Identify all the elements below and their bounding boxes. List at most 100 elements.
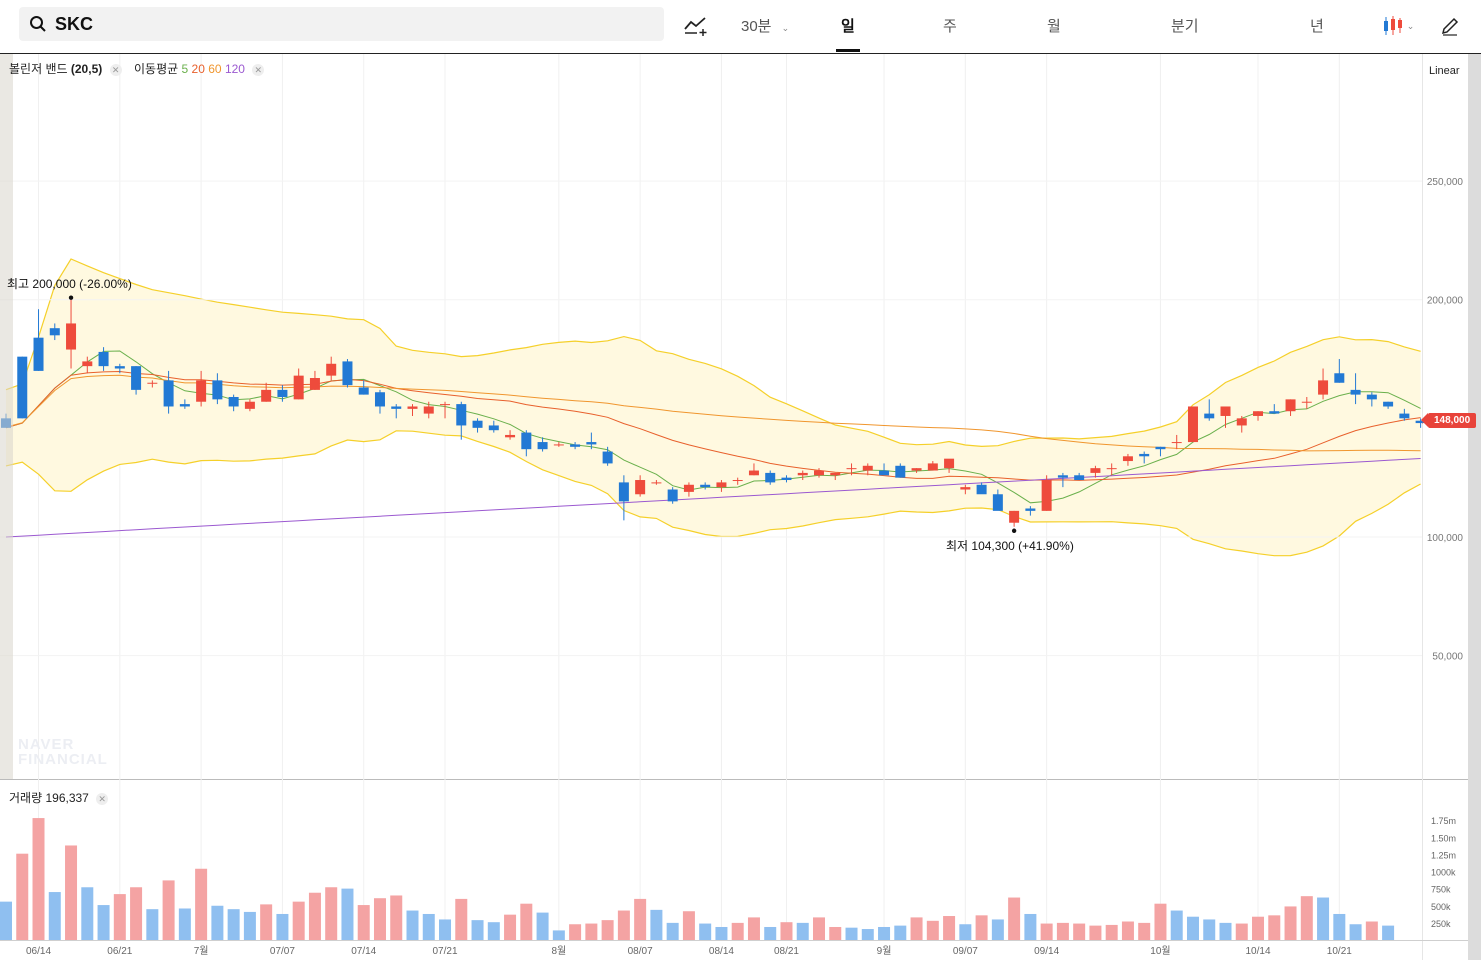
ma120-line xyxy=(5,458,1421,538)
volume-bar xyxy=(520,903,533,940)
x-tick-label: 7월 xyxy=(194,945,209,957)
volume-bar xyxy=(634,898,647,940)
volume-bar xyxy=(504,914,517,940)
volume-bar xyxy=(650,909,663,940)
x-tick-label: 09/14 xyxy=(1034,946,1059,957)
candle-body xyxy=(570,444,581,447)
volume-bar xyxy=(32,818,45,940)
search-input[interactable]: SKC xyxy=(19,7,664,41)
volume-tick-label: 250k xyxy=(1431,919,1451,929)
volume-bar xyxy=(1138,922,1151,940)
x-tick-label: 10/21 xyxy=(1327,946,1352,957)
candle-body xyxy=(1074,475,1085,481)
close-icon[interactable]: ✕ xyxy=(96,793,109,805)
ma20-label: 20 xyxy=(191,62,205,76)
candle-body xyxy=(1187,406,1198,443)
candle-body xyxy=(732,480,743,482)
tab-week[interactable]: 주 xyxy=(943,18,957,35)
volume-bar xyxy=(455,898,468,940)
bollinger-legend: 볼린저 밴드 (20,5) ✕ xyxy=(9,60,122,77)
candle-body xyxy=(358,387,369,395)
volume-bar xyxy=(910,917,923,940)
ma60-label: 60 xyxy=(208,62,222,76)
tab-quarter[interactable]: 분기 xyxy=(1171,18,1199,35)
y-tick-label: 50,000 xyxy=(1432,652,1463,663)
volume-bar xyxy=(1186,916,1199,940)
candle-body xyxy=(309,378,320,390)
close-icon[interactable]: ✕ xyxy=(252,64,265,76)
candle-body xyxy=(521,432,532,450)
chart-area[interactable]: 06/14 06/21 7월 07/07 07/14 07/21 8월 08/07 08/14 0… xyxy=(0,54,1481,960)
x-tick-label: 07/21 xyxy=(433,946,458,957)
volume-bar xyxy=(845,927,858,940)
close-icon[interactable]: ✕ xyxy=(109,64,122,76)
candle-body xyxy=(862,465,873,471)
candle-body xyxy=(17,356,28,419)
tab-day[interactable]: 일 xyxy=(841,18,855,35)
candle-body xyxy=(66,323,77,350)
volume-bar xyxy=(1040,923,1053,940)
volume-bar xyxy=(959,924,972,940)
ma5-label: 5 xyxy=(181,62,189,76)
watermark-line-2: FINANCIAL xyxy=(18,751,108,768)
candle-body xyxy=(1139,453,1150,457)
candle-body xyxy=(586,442,597,445)
candle-body xyxy=(114,366,125,369)
candle-body xyxy=(895,465,906,478)
x-tick-label: 08/07 xyxy=(628,946,653,957)
candle-body xyxy=(700,484,711,488)
volume-value: 196,337 xyxy=(45,791,89,805)
volume-bar xyxy=(1056,922,1069,940)
volume-bar xyxy=(260,904,273,940)
candle-body xyxy=(667,489,678,502)
candle-body xyxy=(1285,399,1296,412)
x-tick-label: 10월 xyxy=(1150,945,1170,957)
candle-body xyxy=(944,458,955,469)
price-chart[interactable]: 06/14 06/21 7월 07/07 07/14 07/21 8월 08/07 08/14 0… xyxy=(0,54,1481,960)
candlestick-icon xyxy=(1383,16,1402,35)
current-price-tag: 148,000 xyxy=(1420,413,1477,428)
volume-bar xyxy=(487,922,500,940)
y-tick-label: 200,000 xyxy=(1427,296,1464,307)
volume-bar xyxy=(699,923,712,940)
volume-bar xyxy=(1008,897,1021,940)
low-annotation: 최저 104,300 (+41.90%) xyxy=(946,539,1074,553)
draw-button[interactable] xyxy=(1436,12,1464,40)
volume-bar xyxy=(569,924,582,940)
x-tick-label: 08/14 xyxy=(709,946,734,957)
bollinger-lower-line xyxy=(5,430,1421,557)
candle-body xyxy=(98,351,109,367)
tab-year[interactable]: 년 xyxy=(1310,18,1324,35)
tab-month[interactable]: 월 xyxy=(1047,18,1061,35)
volume-bar xyxy=(1300,896,1313,940)
volume-bar xyxy=(975,915,988,940)
x-tick-label: 06/21 xyxy=(107,946,132,957)
add-indicator-button[interactable] xyxy=(682,12,710,40)
candle-body xyxy=(911,468,922,471)
candle-body xyxy=(472,420,483,428)
candle-body xyxy=(244,401,255,409)
volume-bar xyxy=(1073,923,1086,940)
candle-body xyxy=(602,451,613,464)
volume-tick-label: 1.25m xyxy=(1431,850,1456,860)
x-tick-label: 07/14 xyxy=(351,946,376,957)
candle-body xyxy=(1090,468,1101,473)
chart-type-button[interactable]: ⌄ xyxy=(1380,12,1416,40)
left-scroll-edge xyxy=(0,54,13,779)
volume-bar xyxy=(146,909,159,940)
candle-body xyxy=(927,463,938,471)
bollinger-upper-line xyxy=(5,258,1421,448)
ma60-line xyxy=(5,374,1421,452)
candle-body xyxy=(440,404,451,406)
interval-select[interactable]: 30분 ⌄ xyxy=(741,15,789,36)
volume-bar xyxy=(1382,925,1395,940)
bollinger-params: (20,5) xyxy=(70,62,103,76)
volume-bar xyxy=(276,913,289,940)
candle-body xyxy=(814,470,824,476)
volume-bar xyxy=(715,926,728,940)
candle-body xyxy=(1171,442,1182,444)
scale-mode-button[interactable]: Linear xyxy=(1429,65,1460,77)
bollinger-label: 볼린저 밴드 xyxy=(9,62,68,76)
candle-body xyxy=(456,404,467,426)
volume-bar xyxy=(439,919,452,940)
